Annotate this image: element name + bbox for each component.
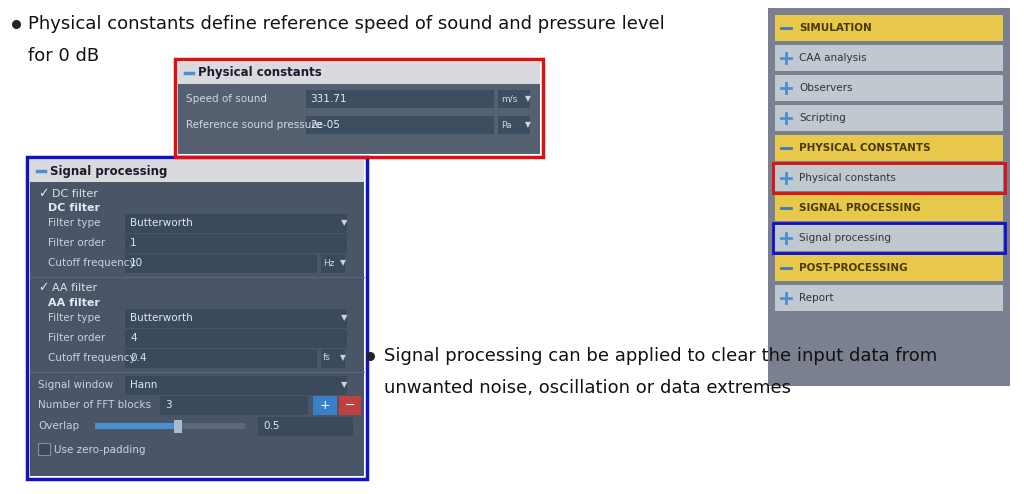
Bar: [258, 417, 353, 436]
Text: PHYSICAL CONSTANTS: PHYSICAL CONSTANTS: [799, 143, 931, 153]
Bar: [339, 396, 361, 415]
Text: Scripting: Scripting: [799, 113, 846, 123]
Text: Use zero-padding: Use zero-padding: [54, 445, 145, 455]
Text: Butterworth: Butterworth: [130, 218, 193, 228]
Text: ✓: ✓: [38, 282, 48, 294]
Bar: [30, 160, 364, 182]
Bar: [160, 396, 308, 415]
Text: Signal processing can be applied to clear the input data from: Signal processing can be applied to clea…: [384, 347, 937, 365]
Bar: [775, 285, 1002, 311]
Text: CAA analysis: CAA analysis: [799, 53, 866, 63]
Bar: [125, 309, 347, 328]
Text: ▼: ▼: [341, 218, 347, 228]
Text: Physical constants: Physical constants: [198, 67, 322, 80]
Text: 3: 3: [165, 400, 172, 410]
Text: ▼: ▼: [341, 314, 347, 323]
Bar: [321, 349, 345, 368]
Text: Physical constants define reference speed of sound and pressure level: Physical constants define reference spee…: [28, 15, 665, 33]
Bar: [125, 214, 347, 233]
Text: ▼: ▼: [340, 258, 346, 267]
Text: Signal window: Signal window: [38, 380, 113, 390]
Text: POST-PROCESSING: POST-PROCESSING: [799, 263, 907, 273]
Text: ▼: ▼: [341, 380, 347, 389]
Bar: [498, 90, 530, 108]
Text: 4: 4: [130, 333, 136, 343]
Text: Cutoff frequency: Cutoff frequency: [48, 353, 135, 363]
Bar: [125, 234, 347, 253]
Bar: [125, 376, 347, 395]
Text: Cutoff frequency: Cutoff frequency: [48, 258, 135, 268]
Text: Signal processing: Signal processing: [799, 233, 891, 243]
Bar: [95, 423, 245, 429]
Bar: [773, 163, 1005, 193]
Text: SIMULATION: SIMULATION: [799, 23, 871, 33]
Bar: [775, 75, 1002, 101]
Bar: [125, 349, 317, 368]
Text: for 0 dB: for 0 dB: [28, 47, 99, 65]
Text: 0.4: 0.4: [130, 353, 146, 363]
Bar: [775, 15, 1002, 41]
Bar: [27, 157, 367, 479]
Bar: [306, 116, 494, 134]
Bar: [775, 195, 1002, 221]
Text: Butterworth: Butterworth: [130, 313, 193, 323]
Text: Filter order: Filter order: [48, 238, 105, 248]
Bar: [773, 223, 1005, 253]
Text: Reference sound pressure: Reference sound pressure: [186, 120, 322, 130]
Bar: [306, 90, 494, 108]
Bar: [95, 423, 180, 429]
Bar: [775, 135, 1002, 161]
Bar: [775, 45, 1002, 71]
Text: 1: 1: [130, 238, 136, 248]
Text: Hann: Hann: [130, 380, 158, 390]
Bar: [775, 165, 1002, 191]
Bar: [775, 105, 1002, 131]
Text: m/s: m/s: [501, 94, 517, 104]
Text: Speed of sound: Speed of sound: [186, 94, 267, 104]
Bar: [321, 254, 345, 273]
Text: Physical constants: Physical constants: [799, 173, 896, 183]
Text: DC filter: DC filter: [48, 203, 100, 213]
Text: ▼: ▼: [525, 121, 530, 129]
Text: unwanted noise, oscillation or data extremes: unwanted noise, oscillation or data extr…: [384, 379, 791, 397]
Text: SIGNAL PROCESSING: SIGNAL PROCESSING: [799, 203, 921, 213]
Text: Pa: Pa: [501, 121, 512, 129]
Text: DC filter: DC filter: [52, 189, 98, 199]
Text: Filter order: Filter order: [48, 333, 105, 343]
Bar: [313, 396, 337, 415]
Text: Observers: Observers: [799, 83, 853, 93]
Text: −: −: [345, 399, 355, 412]
Bar: [178, 62, 540, 154]
Text: ▼: ▼: [340, 354, 346, 363]
Bar: [775, 255, 1002, 281]
Text: ▼: ▼: [525, 94, 530, 104]
Bar: [38, 443, 50, 455]
Bar: [30, 160, 364, 476]
Bar: [178, 62, 540, 84]
Text: +: +: [319, 399, 331, 412]
Text: Hz: Hz: [323, 258, 335, 267]
Text: ✓: ✓: [38, 188, 48, 201]
Text: Number of FFT blocks: Number of FFT blocks: [38, 400, 151, 410]
Text: AA filter: AA filter: [52, 283, 97, 293]
Bar: [768, 8, 1010, 386]
Text: Filter type: Filter type: [48, 313, 100, 323]
Bar: [775, 225, 1002, 251]
Text: Overlap: Overlap: [38, 421, 79, 431]
Text: fs: fs: [323, 354, 331, 363]
Bar: [125, 329, 347, 348]
Text: Signal processing: Signal processing: [50, 165, 167, 177]
Bar: [125, 254, 317, 273]
Bar: [175, 59, 543, 157]
Text: AA filter: AA filter: [48, 298, 100, 308]
Text: 0.5: 0.5: [263, 421, 280, 431]
Text: Report: Report: [799, 293, 834, 303]
Bar: [174, 420, 182, 433]
Text: Filter type: Filter type: [48, 218, 100, 228]
Text: 331.71: 331.71: [310, 94, 346, 104]
Text: 2e-05: 2e-05: [310, 120, 340, 130]
Bar: [498, 116, 530, 134]
Text: 10: 10: [130, 258, 143, 268]
